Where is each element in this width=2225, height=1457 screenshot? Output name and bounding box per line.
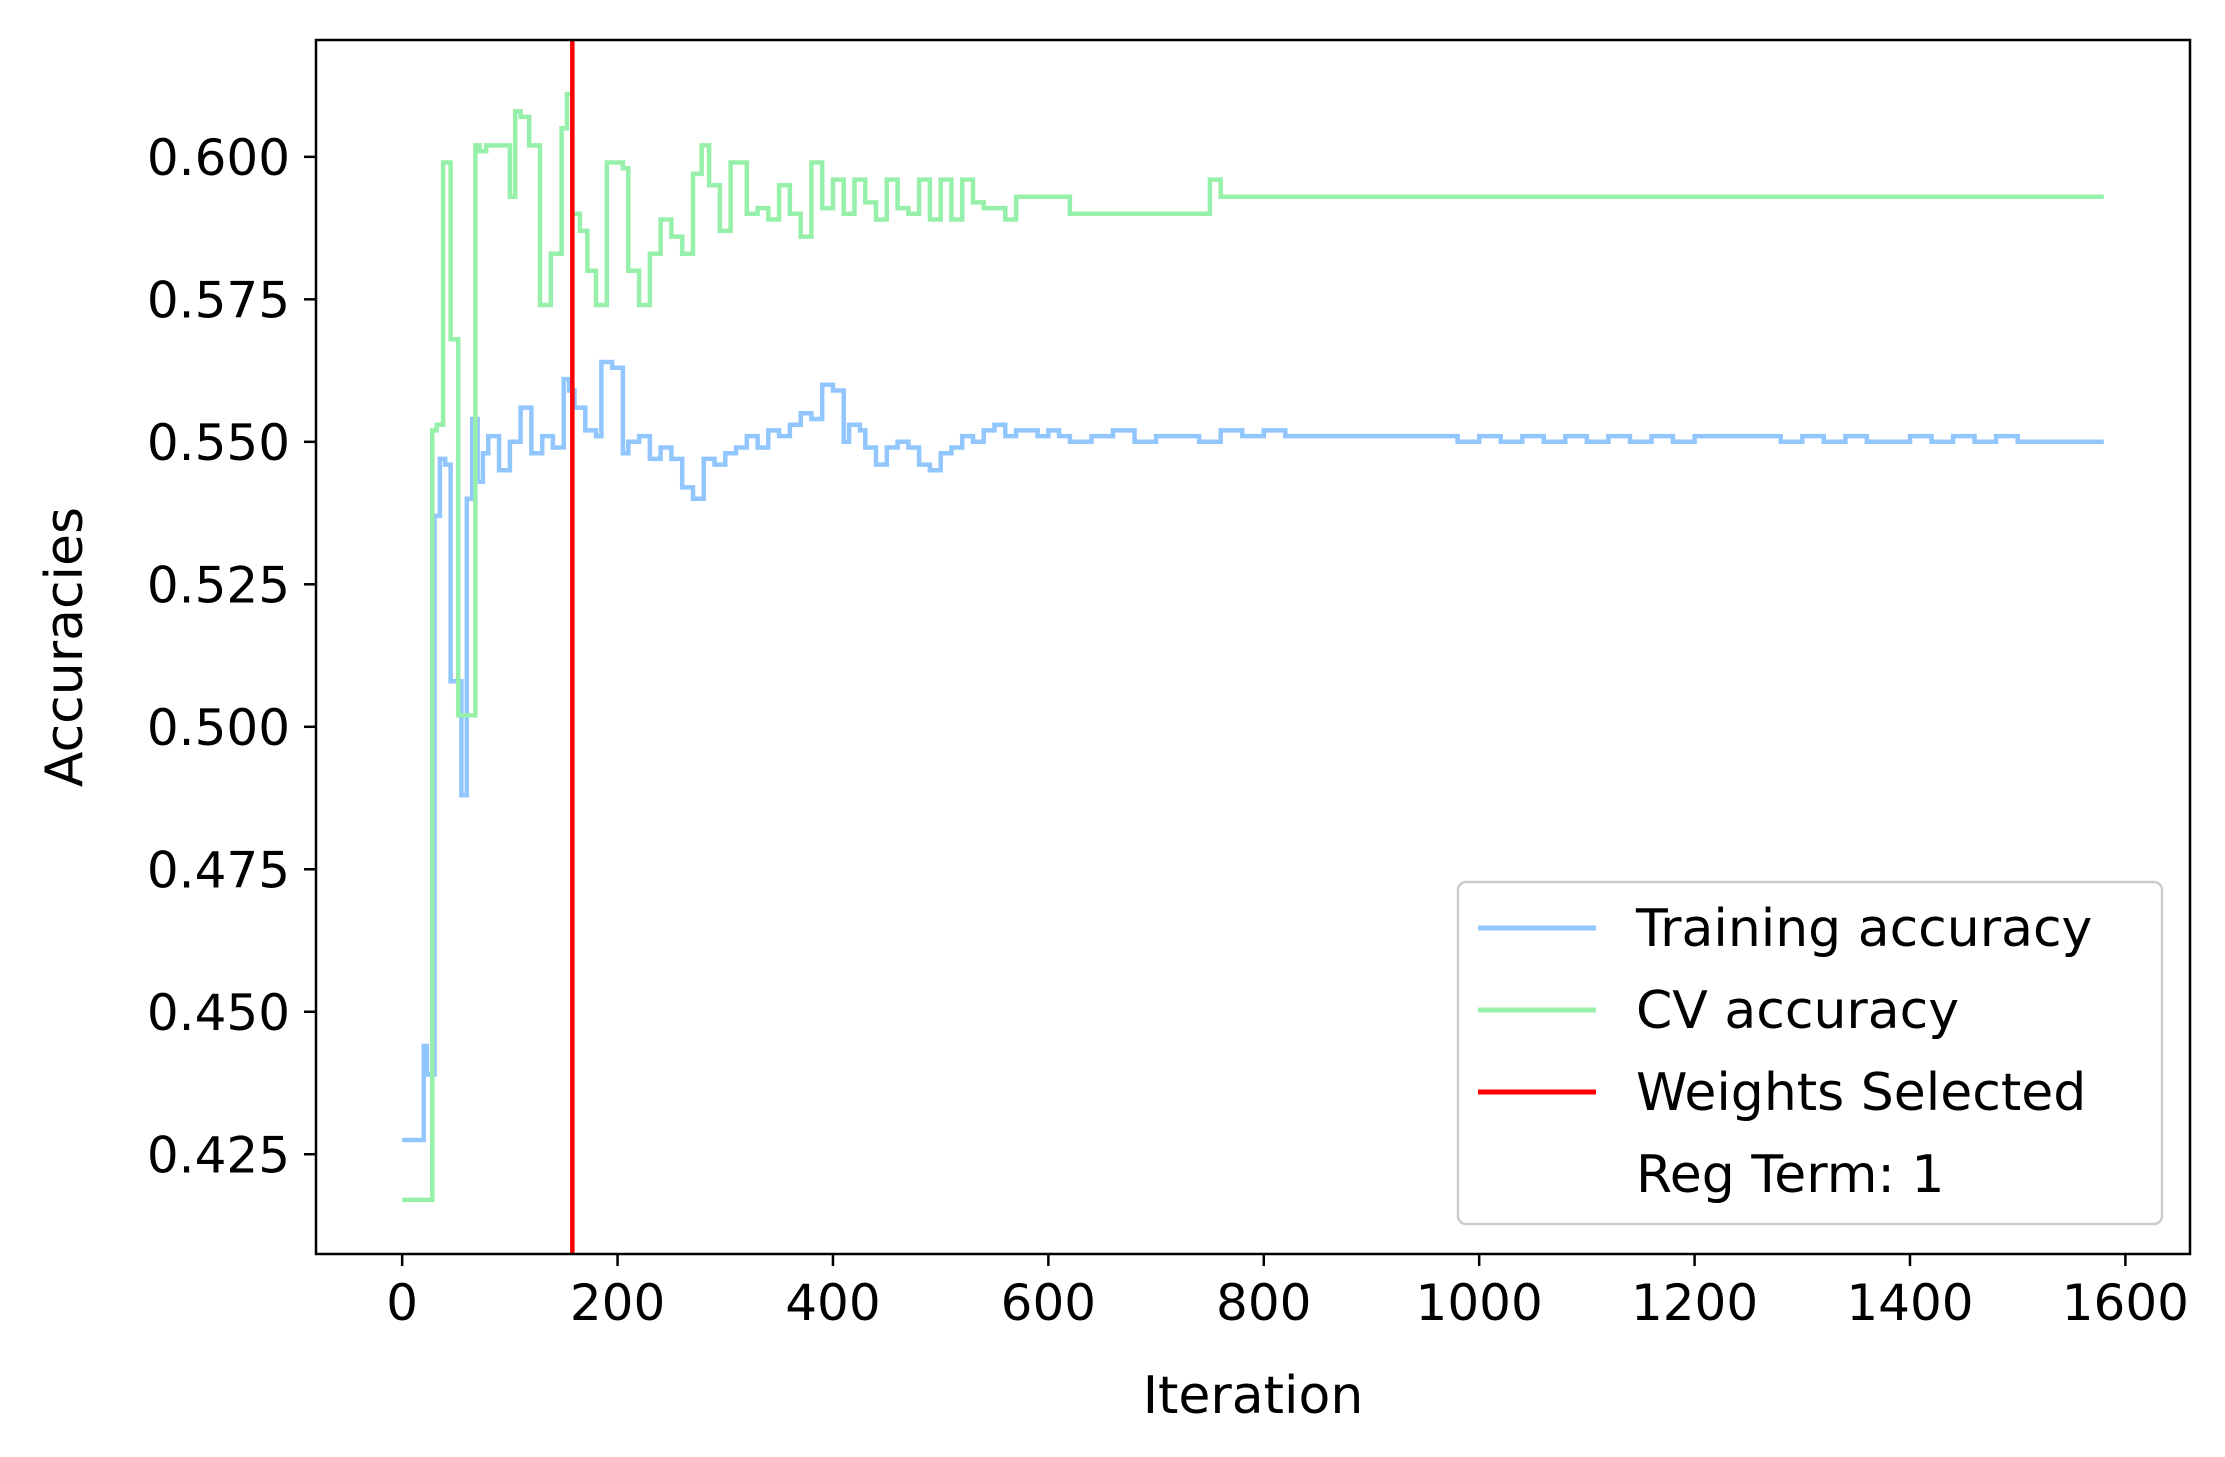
series-layer: [402, 91, 2104, 1203]
x-tick-label: 1200: [1631, 1274, 1758, 1332]
x-axis-label: Iteration: [1143, 1366, 1364, 1426]
x-tick-label: 0: [386, 1274, 418, 1332]
y-tick-label: 0.475: [147, 841, 290, 899]
legend-label: Weights Selected: [1636, 1063, 2086, 1123]
plot-frame: [314, 38, 2192, 1256]
legend-label: CV accuracy: [1636, 981, 1959, 1041]
legend-label: Training accuracy: [1635, 899, 2092, 959]
y-tick-label: 0.575: [147, 271, 290, 329]
legend-label: Reg Term: 1: [1636, 1145, 1945, 1205]
y-axis-ticks: 0.425 0.450 0.475 0.500 0.525 0.550 0.575 0.600: [147, 129, 316, 1184]
y-tick-label: 0.550: [147, 414, 290, 472]
y-axis-label: Accuracies: [35, 507, 95, 787]
y-tick-label: 0.600: [147, 129, 290, 187]
x-tick-label: 1400: [1846, 1274, 1973, 1332]
y-tick-label: 0.450: [147, 984, 290, 1042]
x-tick-label: 800: [1216, 1274, 1311, 1332]
legend-box: [1456, 880, 2164, 1226]
series-line-training-accuracy: [402, 359, 2104, 1143]
x-tick-label: 1000: [1416, 1274, 1543, 1332]
y-tick-label: 0.525: [147, 556, 290, 614]
x-axis-ticks: 0 200 400 600 800 1000 1200 1400 1600: [386, 1254, 2189, 1332]
y-tick-label: 0.500: [147, 699, 290, 757]
x-tick-label: 1600: [2062, 1274, 2189, 1332]
x-tick-label: 600: [1001, 1274, 1096, 1332]
y-tick-label: 0.425: [147, 1126, 290, 1184]
x-tick-label: 200: [570, 1274, 665, 1332]
series-line-cv-accuracy: [402, 91, 2104, 1203]
x-tick-label: 400: [785, 1274, 880, 1332]
legend: Training accuracy CV accuracy Weights Sele…: [1456, 880, 2164, 1226]
